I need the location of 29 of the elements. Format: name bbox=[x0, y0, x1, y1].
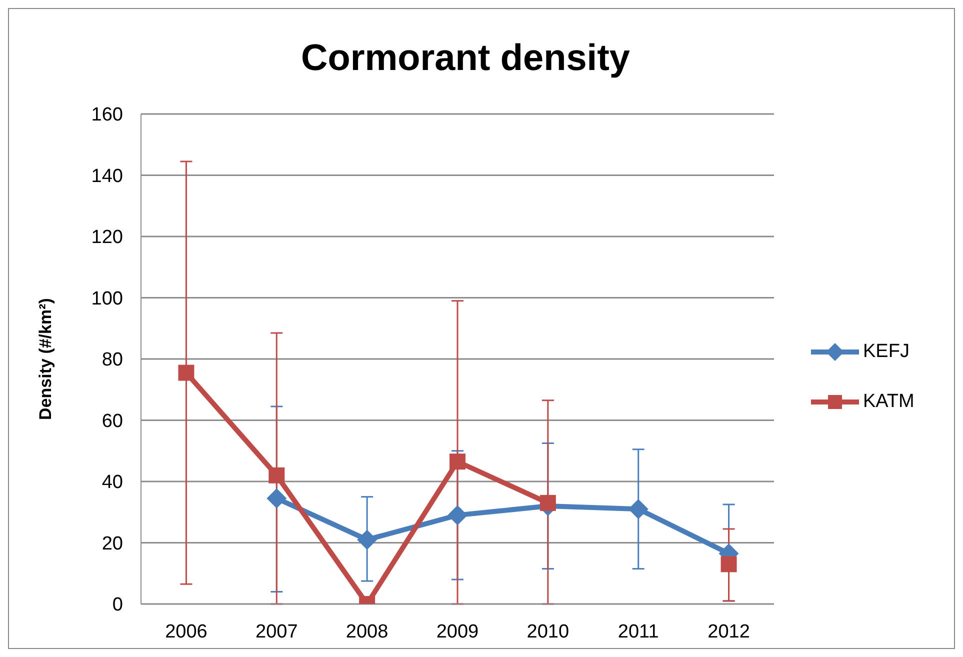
x-tick-label: 2011 bbox=[618, 621, 659, 642]
x-tick-label: 2008 bbox=[346, 621, 388, 642]
y-tick-label: 0 bbox=[112, 594, 123, 616]
y-tick-label: 60 bbox=[102, 410, 123, 432]
x-tick-label: 2007 bbox=[256, 621, 298, 642]
y-tick-label: 80 bbox=[102, 350, 123, 371]
point bbox=[268, 467, 285, 484]
y-tick-label: 120 bbox=[91, 227, 123, 248]
x-tick-label: 2006 bbox=[165, 621, 208, 642]
point bbox=[266, 488, 287, 508]
chart-title: Cormorant density bbox=[300, 37, 631, 79]
y-tick-label: 20 bbox=[102, 533, 123, 554]
x-tick-label: 2012 bbox=[708, 621, 750, 642]
point bbox=[450, 454, 466, 470]
legend-label: KATM bbox=[863, 391, 914, 413]
point bbox=[178, 364, 194, 381]
point bbox=[720, 556, 737, 572]
point bbox=[628, 499, 648, 520]
y-tick-label: 100 bbox=[91, 288, 123, 310]
y-tick-label: 140 bbox=[91, 166, 123, 187]
point bbox=[357, 530, 378, 550]
point bbox=[540, 494, 556, 511]
legend-label: KEFJ bbox=[863, 341, 910, 363]
y-axis-title: Density (#/km²) bbox=[36, 298, 56, 420]
point bbox=[448, 505, 468, 526]
y-tick-label: 160 bbox=[91, 104, 123, 126]
x-tick-label: 2009 bbox=[436, 621, 479, 642]
x-tick-label: 2010 bbox=[526, 621, 570, 642]
y-tick-label: 40 bbox=[102, 472, 123, 494]
